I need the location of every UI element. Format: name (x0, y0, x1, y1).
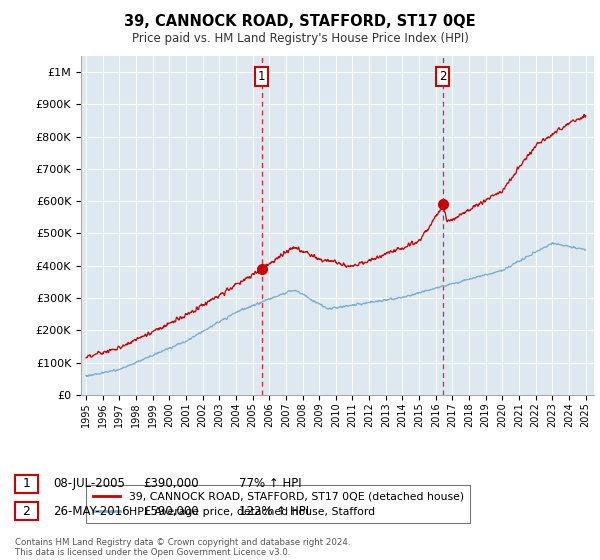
Text: Contains HM Land Registry data © Crown copyright and database right 2024.
This d: Contains HM Land Registry data © Crown c… (15, 538, 350, 557)
Text: £390,000: £390,000 (143, 477, 199, 491)
Text: £590,000: £590,000 (143, 505, 199, 518)
Text: 1: 1 (22, 477, 31, 491)
Text: 77% ↑ HPI: 77% ↑ HPI (239, 477, 301, 491)
Text: 26-MAY-2016: 26-MAY-2016 (53, 505, 130, 518)
Text: Price paid vs. HM Land Registry's House Price Index (HPI): Price paid vs. HM Land Registry's House … (131, 32, 469, 45)
Text: 2: 2 (22, 505, 31, 518)
Text: 2: 2 (439, 69, 446, 82)
Legend: 39, CANNOCK ROAD, STAFFORD, ST17 0QE (detached house), HPI: Average price, detac: 39, CANNOCK ROAD, STAFFORD, ST17 0QE (de… (86, 485, 470, 523)
Text: 08-JUL-2005: 08-JUL-2005 (53, 477, 125, 491)
Text: 39, CANNOCK ROAD, STAFFORD, ST17 0QE: 39, CANNOCK ROAD, STAFFORD, ST17 0QE (124, 14, 476, 29)
Text: 1: 1 (258, 69, 265, 82)
Text: 122% ↑ HPI: 122% ↑ HPI (239, 505, 309, 518)
